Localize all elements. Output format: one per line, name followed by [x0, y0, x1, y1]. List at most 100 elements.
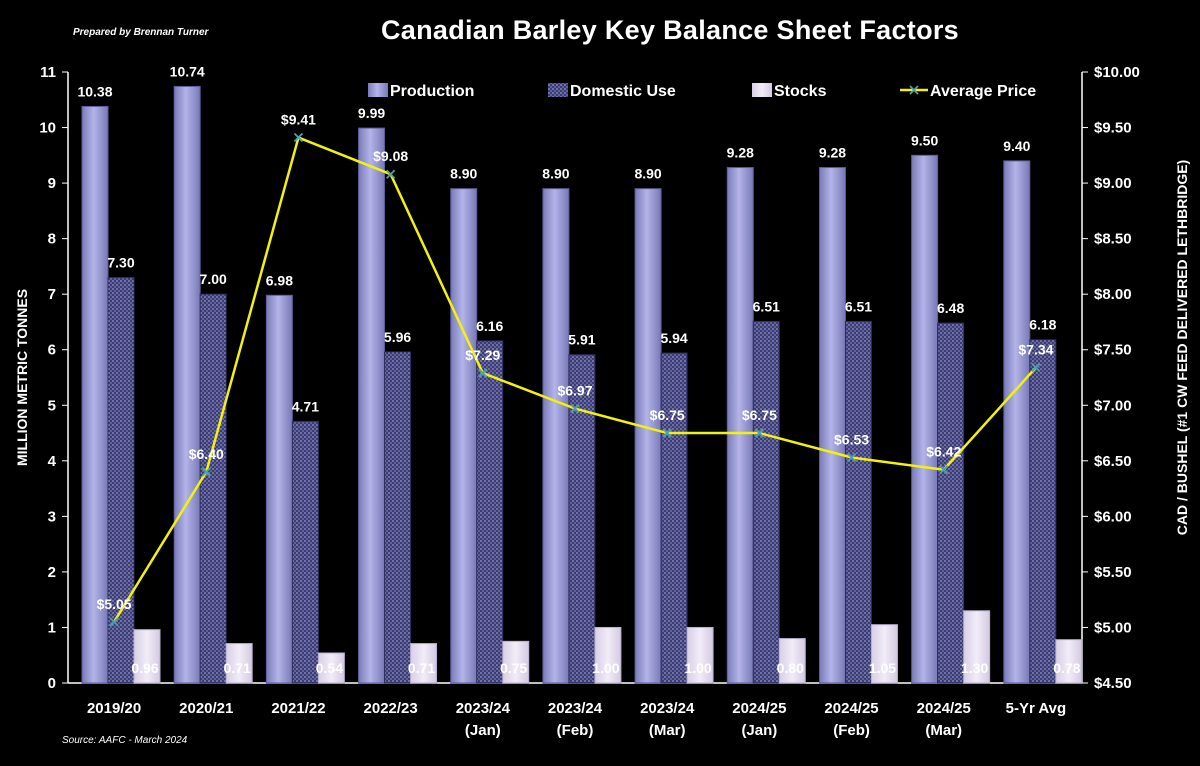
average-price-point [754, 428, 765, 438]
production-value-label: 9.50 [911, 132, 938, 148]
prepared-by-text: Prepared by Brennan Turner [73, 27, 209, 38]
legend-domestic-use: Domestic Use [548, 83, 676, 100]
legend-label: Stocks [774, 83, 827, 100]
right-tick-label: $9.00 [1094, 175, 1132, 192]
category-label: (Mar) [925, 722, 962, 739]
axes-layer: 0 1 2 3 4 5 6 7 8 9 10 11 $4.50 $5.00 $5.50 $6.00 $6.50 $… [14, 64, 1190, 739]
average-price-point [939, 465, 949, 475]
average-price-point [201, 467, 211, 477]
stocks-value-label: 1.00 [684, 660, 711, 676]
legend-label: Average Price [930, 83, 1036, 100]
price-marker-stroke [754, 428, 765, 438]
production-value-label: 9.99 [358, 105, 385, 121]
domestic-use-bar [937, 322, 965, 684]
category-label: 2024/25 [732, 700, 786, 717]
average-price-value-label: $6.75 [650, 407, 685, 423]
domestic-use-value-label: 5.96 [384, 329, 411, 345]
category-label: 2024/25 [824, 700, 878, 717]
production-value-label: 9.40 [1003, 138, 1030, 154]
stocks-bar [778, 638, 806, 684]
average-price-value-label: $9.41 [281, 112, 316, 128]
production-bar [265, 294, 293, 684]
right-tick-label: $6.50 [1094, 453, 1132, 470]
stocks-value-label: 0.78 [1053, 660, 1080, 676]
domestic-use-bar [291, 420, 319, 684]
stocks-value-label: 0.75 [500, 660, 527, 676]
legend-label: Production [390, 83, 474, 100]
right-tick-label: $8.50 [1094, 231, 1132, 248]
average-price-point [570, 403, 580, 414]
left-tick-label: 0 [48, 675, 56, 692]
right-tick-label: $9.50 [1094, 120, 1132, 137]
category-label: (Feb) [833, 722, 870, 739]
category-label: (Jan) [465, 722, 501, 739]
stocks-bar [317, 652, 345, 684]
domestic-use-value-label: 6.51 [753, 298, 780, 314]
production-value-label: 9.28 [819, 145, 846, 161]
production-value-label: 6.98 [266, 272, 293, 288]
category-label: 5-Yr Avg [1006, 700, 1067, 717]
legend-average-price: Average Price [900, 83, 1036, 100]
left-tick-label: 2 [48, 564, 56, 581]
left-tick-label: 11 [40, 64, 56, 81]
domestic-use-bar [476, 340, 504, 684]
left-tick-label: 3 [48, 508, 56, 525]
left-tick-label: 5 [48, 397, 56, 414]
domestic-use-value-label: 4.71 [292, 398, 319, 414]
left-tick-label: 7 [48, 286, 56, 303]
production-bar [634, 188, 662, 684]
production-value-label: 8.90 [450, 166, 477, 182]
domestic-use-bar [568, 354, 596, 684]
legend-label: Domestic Use [570, 83, 676, 100]
stocks-bar [870, 624, 898, 684]
average-price-value-label: $6.40 [189, 446, 224, 462]
category-label: 2021/22 [271, 700, 325, 717]
category-label: (Mar) [649, 722, 686, 739]
domestic-use-value-label: 7.30 [107, 255, 134, 271]
domestic-use-value-label: 6.51 [845, 298, 872, 314]
price-marker-stroke [201, 467, 211, 477]
stocks-bar [502, 640, 530, 684]
stocks-bar [686, 626, 714, 684]
price-line-layer [109, 132, 1041, 627]
price-marker-stroke [109, 617, 119, 627]
right-tick-label: $6.00 [1094, 508, 1132, 525]
stocks-value-label: 0.96 [131, 660, 158, 676]
stocks-bar [133, 629, 161, 684]
production-value-label: 10.74 [170, 63, 205, 79]
average-price-value-label: $6.53 [834, 431, 869, 447]
category-label: 2019/20 [87, 700, 141, 717]
right-tick-label: $7.50 [1094, 342, 1132, 359]
right-tick-label: $5.50 [1094, 564, 1132, 581]
production-bar [818, 167, 846, 684]
source-note: Source: AAFC - March 2024 [62, 735, 188, 746]
category-label: 2020/21 [179, 700, 233, 717]
stocks-value-label: 0.80 [777, 660, 804, 676]
average-price-point [662, 428, 672, 438]
production-value-label: 10.38 [77, 83, 112, 99]
stocks-value-label: 1.30 [961, 660, 988, 676]
left-tick-label: 6 [48, 342, 56, 359]
right-tick-label: $10.00 [1094, 64, 1140, 81]
category-label: 2024/25 [917, 700, 971, 717]
domestic-use-bar [844, 320, 872, 684]
average-price-value-label: $6.97 [557, 383, 592, 399]
price-marker-stroke [939, 465, 949, 475]
production-bar [542, 188, 570, 684]
stocks-bar [410, 643, 438, 684]
average-price-value-label: $5.05 [97, 596, 132, 612]
left-tick-label: 4 [48, 453, 57, 470]
stocks-value-label: 1.00 [592, 660, 619, 676]
category-label: 2023/24 [456, 700, 511, 717]
data-labels-layer: 10.38 7.30 0.96 $5.05 10.74 7.00 0.71 $6.40 6.98… [77, 63, 1080, 676]
left-tick-label: 1 [48, 619, 56, 636]
domestic-use-value-label: 7.00 [200, 271, 227, 287]
price-marker-stroke [293, 132, 304, 143]
right-tick-label: $7.00 [1094, 397, 1132, 414]
legend-swatch [368, 83, 388, 97]
domestic-use-value-label: 5.94 [660, 330, 687, 346]
average-price-point [109, 617, 119, 627]
price-marker-stroke [846, 452, 857, 463]
right-tick-label: $4.50 [1094, 675, 1132, 692]
